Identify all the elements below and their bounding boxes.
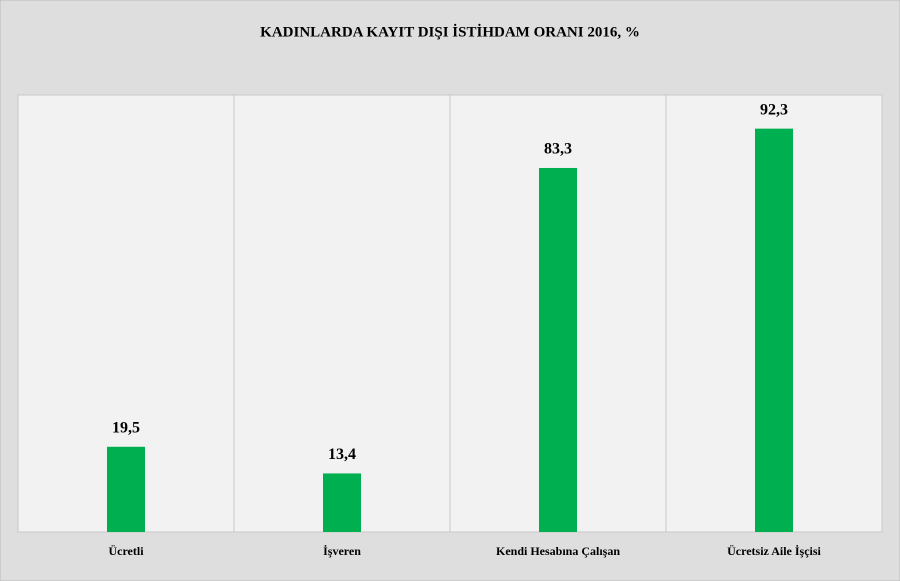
data-label: 19,5 — [112, 419, 140, 436]
data-label: 92,3 — [760, 101, 788, 118]
bar — [323, 473, 361, 532]
x-tick-label: Ücretsiz Aile İşçisi — [727, 544, 821, 558]
data-label: 83,3 — [544, 141, 572, 158]
bar — [107, 446, 145, 532]
x-tick-label: Kendi Hesabına Çalışan — [496, 544, 620, 558]
x-tick-label: İşveren — [323, 544, 361, 558]
chart-title: KADINLARDA KAYIT DIŞI İSTİHDAM ORANI 201… — [260, 23, 640, 40]
bar — [539, 167, 577, 532]
x-tick-label: Ücretli — [108, 544, 144, 558]
bar — [755, 128, 793, 533]
data-label: 13,4 — [328, 446, 356, 463]
